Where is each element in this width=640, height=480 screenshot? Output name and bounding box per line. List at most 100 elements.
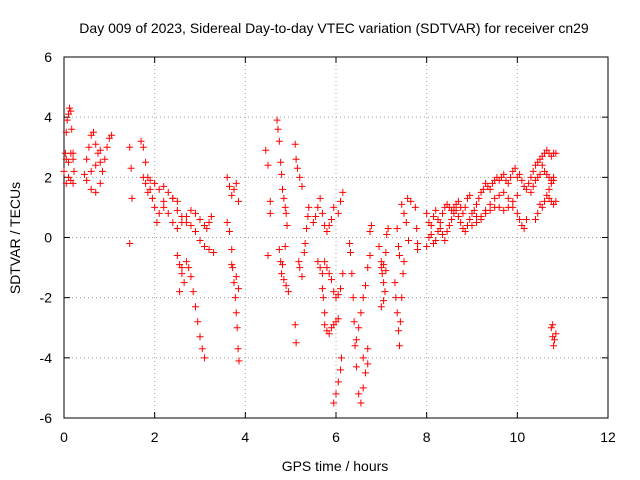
data-point xyxy=(292,155,300,163)
data-point xyxy=(339,188,347,196)
data-point xyxy=(284,288,292,296)
data-point xyxy=(549,321,557,329)
data-point xyxy=(87,185,95,193)
data-point xyxy=(325,221,333,229)
data-point xyxy=(89,128,97,136)
data-point xyxy=(210,249,218,257)
data-point xyxy=(527,173,535,181)
data-point xyxy=(380,297,388,305)
data-point xyxy=(392,294,400,302)
data-point xyxy=(232,309,240,317)
data-point xyxy=(264,252,272,260)
data-point xyxy=(516,170,524,178)
data-point xyxy=(337,285,345,293)
data-point xyxy=(395,327,403,335)
data-point xyxy=(281,243,289,251)
data-point xyxy=(427,230,435,238)
data-point xyxy=(309,218,317,226)
axis-ticks: 0 2 4 6 8 10 12 -6 -4 -2 0 2 4 6 xyxy=(40,49,616,445)
data-point xyxy=(380,261,388,269)
data-point xyxy=(552,149,560,157)
data-point xyxy=(482,206,490,214)
data-point xyxy=(207,212,215,220)
chart-title: Day 009 of 2023, Sidereal Day-to-day VTE… xyxy=(79,20,589,36)
data-point xyxy=(545,173,553,181)
data-point xyxy=(99,167,107,175)
data-point xyxy=(380,279,388,287)
data-point xyxy=(229,264,237,272)
data-point xyxy=(139,173,147,181)
data-point xyxy=(352,336,360,344)
data-point xyxy=(423,243,431,251)
data-point xyxy=(382,249,390,257)
data-point xyxy=(180,279,188,287)
data-point xyxy=(337,366,345,374)
data-point xyxy=(454,212,462,220)
data-point xyxy=(96,179,104,187)
data-point xyxy=(359,354,367,362)
data-point xyxy=(541,197,549,205)
data-points xyxy=(60,104,560,407)
data-point xyxy=(92,188,100,196)
data-point xyxy=(126,240,134,248)
data-point xyxy=(536,170,544,178)
data-point xyxy=(384,224,392,232)
data-point xyxy=(461,203,469,211)
data-point xyxy=(457,218,465,226)
data-point xyxy=(395,342,403,350)
data-point xyxy=(196,215,204,223)
data-point xyxy=(233,324,241,332)
data-point xyxy=(545,185,553,193)
data-point xyxy=(196,333,204,341)
x-tick-label: 8 xyxy=(423,429,431,445)
data-point xyxy=(108,131,116,139)
data-point xyxy=(475,194,483,202)
data-point xyxy=(318,209,326,217)
data-point xyxy=(139,143,147,151)
data-point xyxy=(359,384,367,392)
data-point xyxy=(169,194,177,202)
data-point xyxy=(85,143,93,151)
data-point xyxy=(173,224,181,232)
data-point xyxy=(69,155,77,163)
data-point xyxy=(83,155,91,163)
data-point xyxy=(318,270,326,278)
y-axis-label: SDTVAR / TECUs xyxy=(7,182,23,294)
data-point xyxy=(461,227,469,235)
data-point xyxy=(377,303,385,311)
data-point xyxy=(443,227,451,235)
data-point xyxy=(486,200,494,208)
data-point xyxy=(495,203,503,211)
data-point xyxy=(364,360,372,368)
data-point xyxy=(232,273,240,281)
y-tick-label: 0 xyxy=(44,230,52,246)
data-point xyxy=(381,288,389,296)
x-tick-label: 6 xyxy=(332,429,340,445)
data-point xyxy=(278,270,286,278)
data-point xyxy=(332,390,340,398)
data-point xyxy=(366,227,374,235)
data-point xyxy=(414,246,422,254)
data-point xyxy=(291,140,299,148)
data-point xyxy=(527,188,535,196)
data-point xyxy=(352,363,360,371)
data-point xyxy=(155,185,163,193)
data-point xyxy=(423,209,431,217)
data-point xyxy=(361,282,369,290)
data-point xyxy=(378,270,386,278)
data-point xyxy=(291,321,299,329)
data-point xyxy=(228,246,236,254)
data-point xyxy=(191,303,199,311)
data-point xyxy=(391,279,399,287)
x-axis-label: GPS time / hours xyxy=(282,458,389,474)
data-point xyxy=(298,273,306,281)
data-point xyxy=(393,224,401,232)
data-point xyxy=(80,170,88,178)
x-tick-label: 4 xyxy=(241,429,249,445)
data-point xyxy=(298,182,306,190)
data-point xyxy=(323,227,331,235)
data-point xyxy=(513,191,521,199)
data-point xyxy=(359,294,367,302)
data-point xyxy=(235,197,243,205)
